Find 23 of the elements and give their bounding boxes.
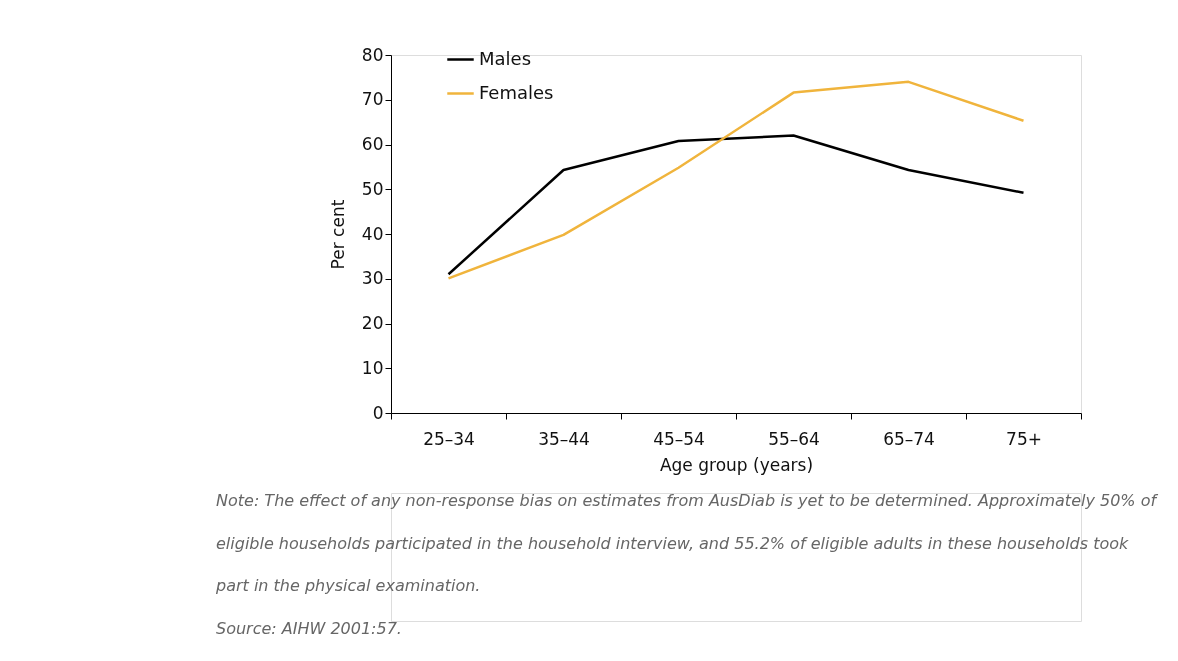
line-series bbox=[447, 134, 1025, 276]
x-tick-label: 55–64 bbox=[768, 428, 820, 449]
y-tick-label: 50 bbox=[361, 178, 384, 199]
legend-label: Females bbox=[479, 81, 554, 103]
y-axis-title: Per cent bbox=[327, 199, 348, 270]
line-series bbox=[447, 80, 1025, 280]
text: Note: The effect of any non-response bias on estimates from AusDiab is yet to be determined. Approximately 50% of eligible households participated in the household interview, and 55.2% of eligible adults in these households took part in the physical examination. bbox=[216, 491, 1157, 596]
y-tick-label: 10 bbox=[361, 357, 384, 378]
y-tick-label: 70 bbox=[361, 89, 384, 110]
legend-label: Males bbox=[479, 47, 532, 69]
x-axis-title: Age group (years) bbox=[659, 454, 814, 475]
y-tick-label: 80 bbox=[361, 44, 384, 65]
y-tick-label: 30 bbox=[361, 268, 384, 289]
y-tick-label: 20 bbox=[361, 313, 384, 333]
x-tick-label: 45–54 bbox=[653, 428, 705, 449]
x-tick-label: 65–74 bbox=[883, 428, 935, 449]
y-tick-label: 60 bbox=[361, 134, 384, 154]
x-tick-label: 35–44 bbox=[538, 428, 590, 449]
y-tick-label: 0 bbox=[372, 402, 384, 423]
y-tick-label: 40 bbox=[361, 223, 384, 244]
x-tick-label: 25–34 bbox=[423, 428, 475, 449]
source-note: Source: AIHW 2001:57. bbox=[216, 619, 402, 638]
x-tick-label: 75+ bbox=[1006, 428, 1042, 449]
